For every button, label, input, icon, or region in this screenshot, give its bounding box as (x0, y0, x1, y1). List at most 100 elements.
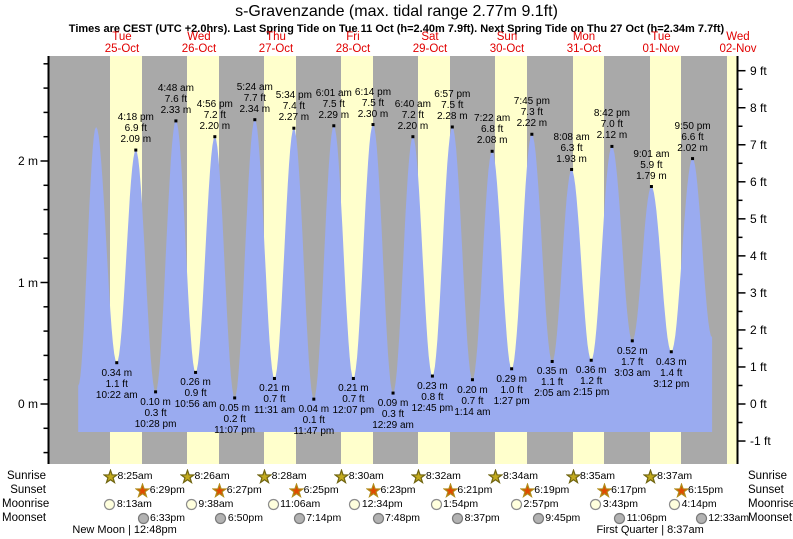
circle-shape (614, 512, 626, 524)
y-axis-label-m: 1 m (17, 275, 38, 290)
tide-label: 4:56 pm 7.2 ft 2.20 m (183, 99, 247, 132)
tide-label-line: 7.5 ft (441, 99, 464, 111)
circle-shape (137, 512, 149, 524)
moonrise-time: 12:34pm (361, 498, 403, 510)
row-header-right-moonrise: Moonrise (748, 498, 793, 510)
moonrise-circle-icon (590, 498, 602, 510)
circle-shape (590, 498, 602, 510)
tide-label-line: 2.22 m (516, 118, 548, 130)
sunset-time: 6:25pm (303, 484, 339, 496)
moonrise-circle-icon (510, 498, 523, 510)
tide-label-line: 11:47 pm (293, 426, 335, 438)
tide-label: 0.20 m 0.7 ft 1:14 am (440, 385, 504, 418)
sunset-time: 6:21pm (457, 484, 493, 496)
tide-label-line: 3:03 am (614, 367, 651, 379)
moonset-circle-icon (372, 512, 384, 524)
tide-label-line: 4:48 am (157, 82, 194, 94)
day-header: Fri 28-Oct (315, 31, 392, 55)
sunset-star-icon (442, 482, 458, 498)
tide-label-line: 2.27 m (278, 112, 310, 124)
circle-shape (430, 498, 442, 510)
star-shape (180, 468, 196, 484)
tide-label-line: 12:29 am (372, 420, 414, 432)
sunset-star-icon (365, 482, 381, 498)
tide-label-line: 9:50 pm (674, 120, 711, 132)
tide-label: 6:57 pm 7.5 ft 2.28 m (420, 89, 484, 122)
tide-label-line: 0.8 ft (421, 392, 444, 404)
tide-label-line: 2:05 am (534, 388, 571, 400)
y-axis-label-ft: 1 ft (750, 359, 767, 374)
tide-label-line: 0.29 m (496, 373, 527, 385)
tide-label-line: 8:08 am (553, 131, 590, 143)
day-header-weekday: Wed (726, 31, 750, 43)
sunrise-star-icon (488, 468, 504, 484)
row-header-right-sunset: Sunset (748, 484, 784, 496)
star-shape (673, 482, 689, 498)
daylight-band (649, 56, 681, 464)
y-axis-label-ft: 2 ft (750, 322, 767, 337)
sunrise-time: 8:30am (348, 470, 384, 482)
tide-label: 4:18 pm 6.9 ft 2.09 m (104, 112, 168, 145)
tide-label-line: 0.10 m (140, 396, 171, 408)
day-header-date: 27-Oct (258, 42, 294, 55)
tide-label-line: 10:28 pm (134, 418, 177, 430)
day-header: Mon 31-Oct (546, 31, 623, 55)
day-header: Thu 27-Oct (238, 31, 315, 55)
tide-label-line: 7.5 ft (322, 98, 345, 110)
row-header-right-sunrise: Sunrise (748, 470, 787, 482)
tide-label-line: 12:07 pm (332, 405, 375, 417)
y-axis-label-ft: 3 ft (750, 285, 767, 300)
tide-label: 0.04 m 0.1 ft 11:47 pm (282, 404, 346, 437)
moonrise-time: 3:43pm (602, 498, 638, 510)
chart-subtitle: Times are CEST (UTC +2.0hrs). Last Sprin… (68, 23, 725, 35)
day-header: Sat 29-Oct (392, 31, 469, 55)
circle-shape (215, 512, 227, 524)
moonrise-time: 4:14pm (681, 498, 717, 510)
star-shape (488, 468, 504, 484)
star-shape (289, 482, 305, 498)
star-shape (103, 468, 118, 484)
tide-label-line: 6.6 ft (681, 131, 704, 143)
circle-shape (510, 498, 523, 510)
tide-label: 0.09 m 0.3 ft 12:29 am (361, 398, 425, 431)
tide-label-line: 2.20 m (199, 120, 231, 132)
y-axis-label-ft: 7 ft (750, 137, 767, 152)
tide-label-line: 2.29 m (318, 109, 350, 121)
day-header-date: 31-Oct (566, 42, 602, 55)
tide-label-line: 1.4 ft (660, 367, 683, 379)
row-header-left-moonrise: Moonrise (2, 498, 50, 510)
tide-label: 0.43 m 1.4 ft 3:12 pm (639, 357, 703, 390)
tide-label-line: 6:40 am (394, 98, 431, 110)
star-shape (135, 482, 151, 498)
sunrise-star-icon (642, 468, 658, 484)
day-header-weekday: Tue (651, 31, 671, 43)
tide-label: 0.34 m 1.1 ft 10:22 am (85, 368, 149, 401)
sunset-time: 6:23pm (380, 484, 416, 496)
tide-label: 5:24 am 7.7 ft 2.34 m (223, 82, 287, 115)
tide-label-line: 0.20 m (457, 384, 488, 396)
tide-label-line: 6.8 ft (481, 124, 504, 136)
moonset-time: 6:50pm (227, 512, 263, 524)
tide-label: 0.36 m 1.2 ft 2:15 pm (559, 365, 623, 398)
tide-label-line: 11:07 pm (214, 424, 256, 436)
tide-label-line: 1.93 m (556, 153, 587, 165)
sunset-star-icon (212, 482, 228, 498)
y-axis-label-ft: 0 ft (750, 397, 767, 411)
circle-shape (532, 512, 544, 524)
tide-label: 5:34 pm 7.4 ft 2.27 m (262, 90, 326, 123)
tide-label-line: 2:15 pm (573, 387, 610, 399)
tide-label-line: 2.12 m (596, 130, 628, 142)
tide-label-line: 11:31 am (253, 405, 295, 417)
tide-label-line: 1.1 ft (105, 378, 128, 390)
tide-label-line: 4:56 pm (196, 98, 233, 110)
day-header-date: 28-Oct (335, 42, 371, 55)
moonset-circle-icon (215, 512, 227, 524)
sunset-star-icon (289, 482, 305, 498)
star-shape (212, 482, 228, 498)
tide-label-line: 0.34 m (101, 367, 133, 379)
tide-label-line: 10:56 am (174, 399, 217, 411)
y-axis-label-ft: 4 ft (750, 248, 767, 263)
tide-label: 0.23 m 0.8 ft 12:45 pm (400, 381, 464, 414)
tide-label-line: 1.1 ft (541, 377, 564, 389)
y-axis-label-ft: 5 ft (750, 211, 767, 226)
